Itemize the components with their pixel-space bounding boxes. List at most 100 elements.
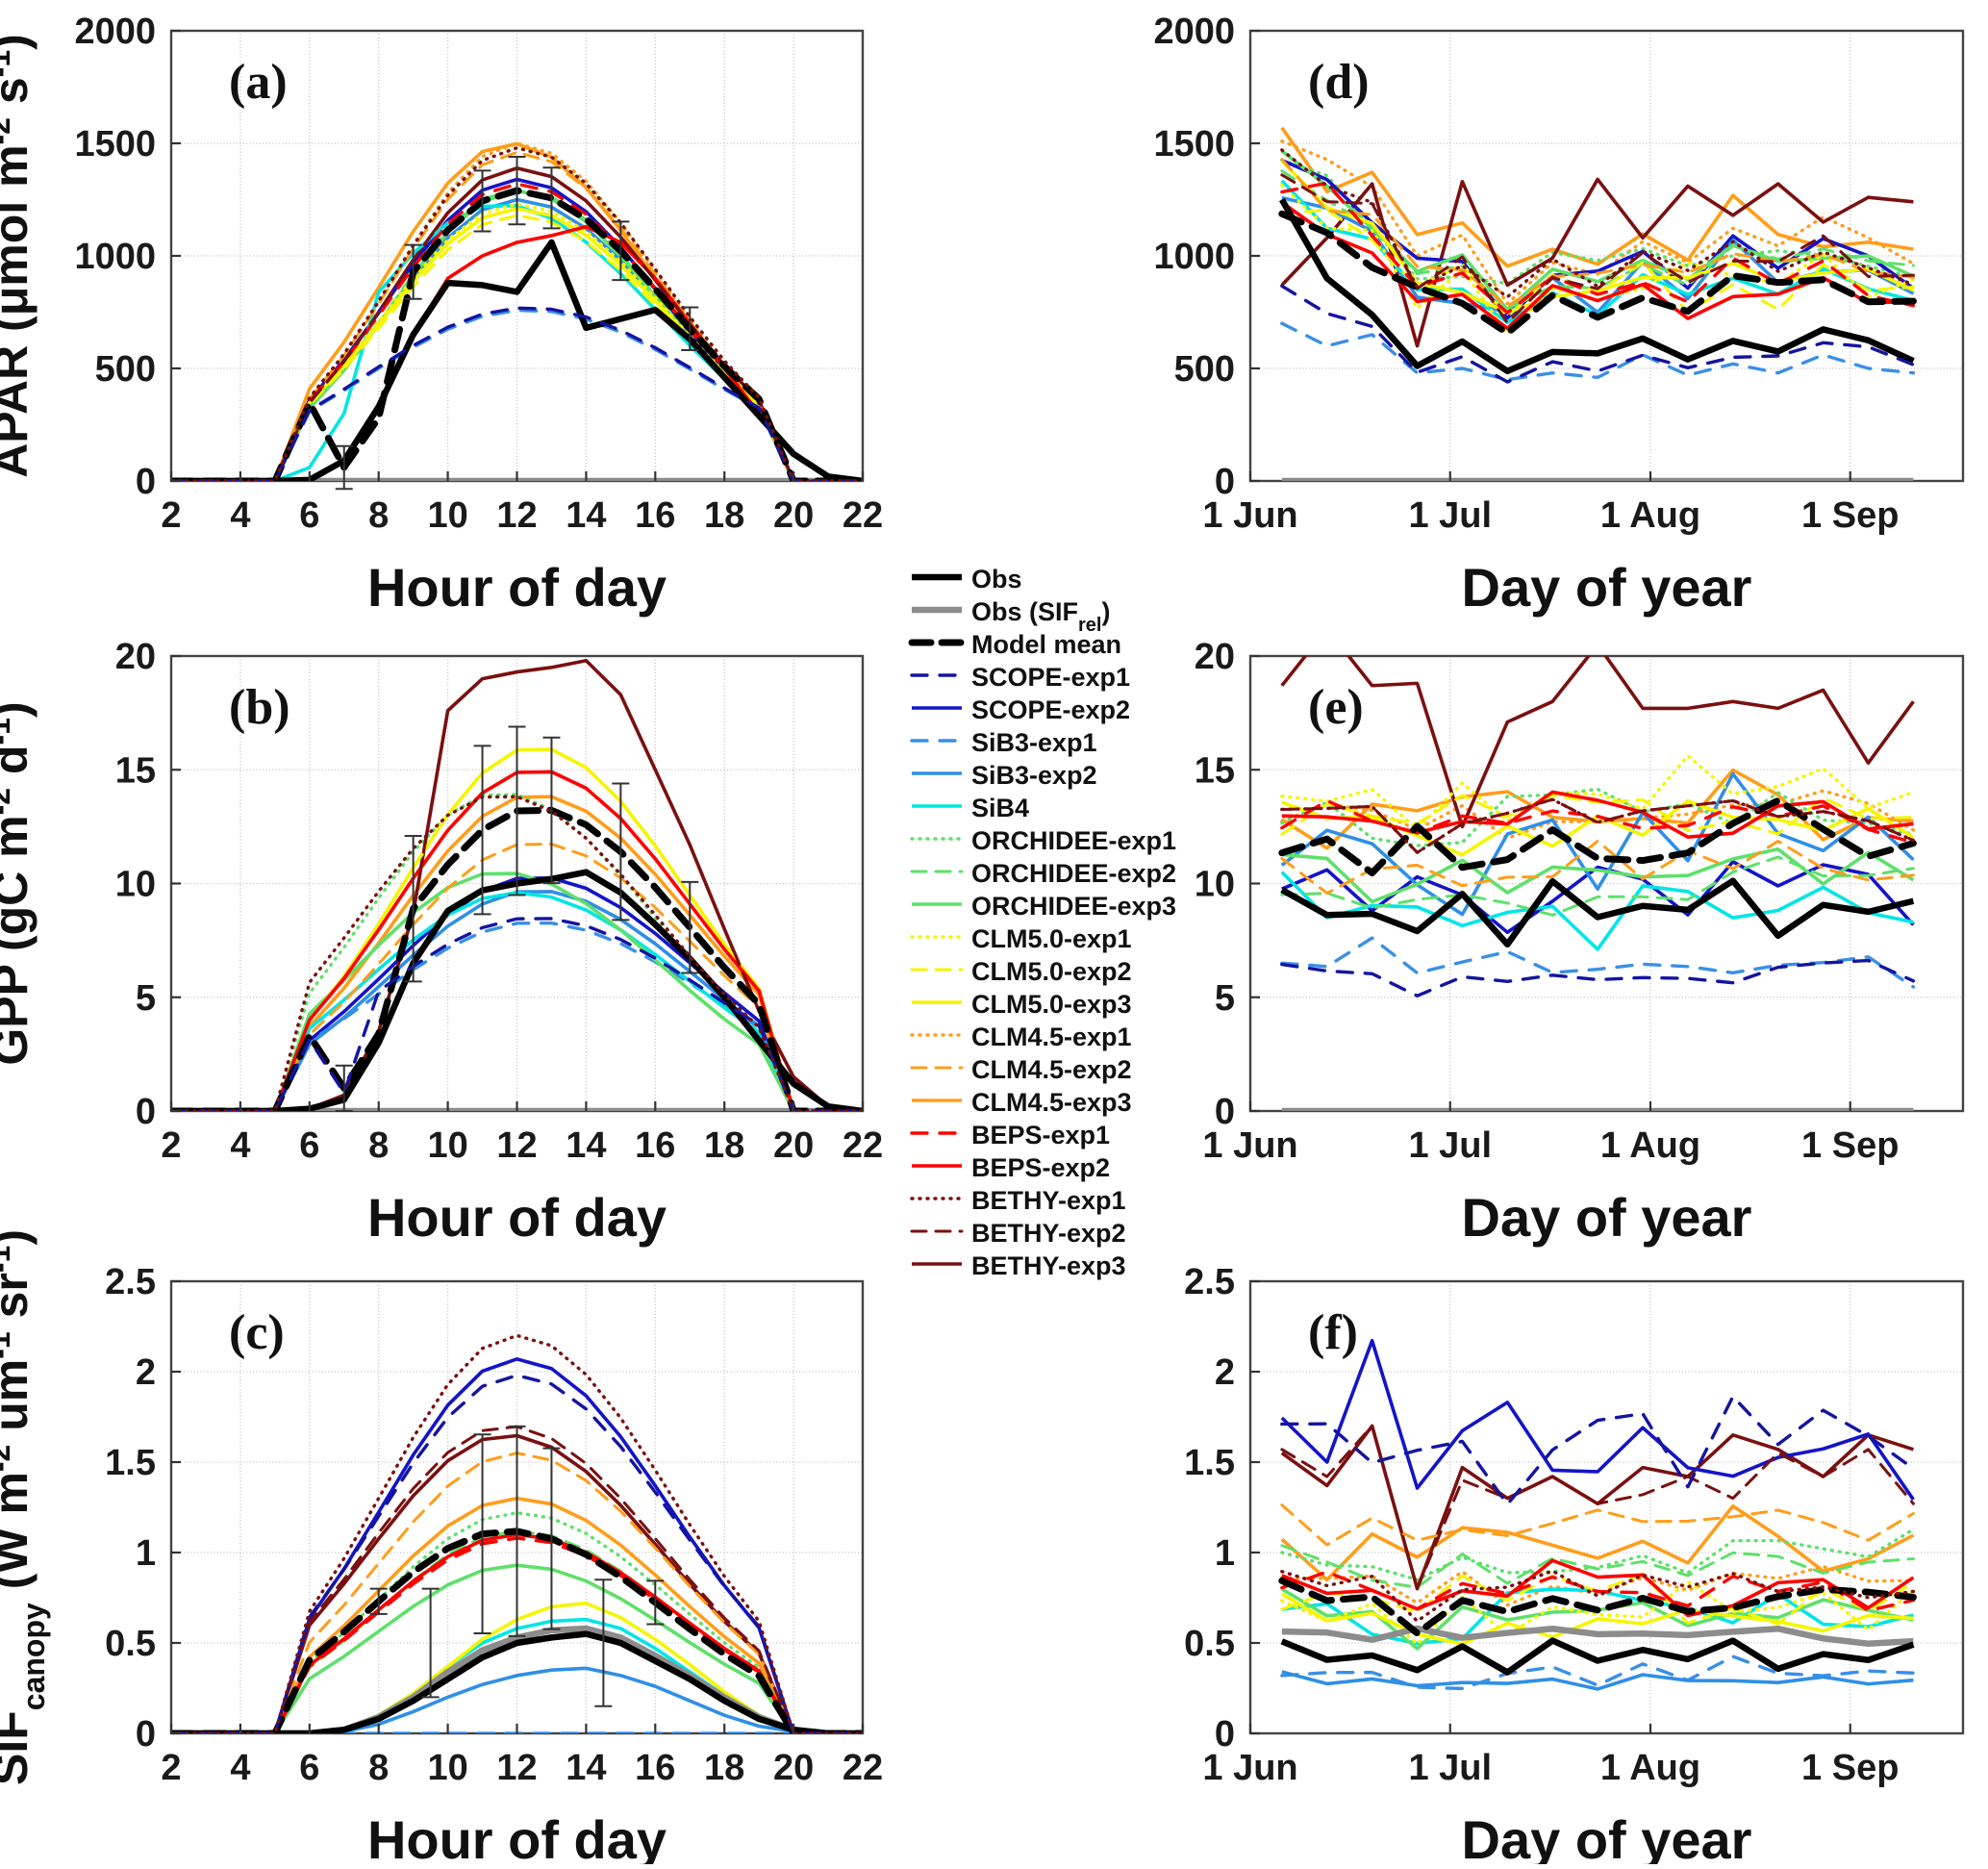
svg-text:2000: 2000 [1153, 12, 1235, 52]
svg-text:20: 20 [773, 495, 814, 536]
svg-text:BETHY-exp2: BETHY-exp2 [971, 1219, 1126, 1248]
svg-text:1 Sep: 1 Sep [1801, 1748, 1899, 1788]
svg-text:6: 6 [299, 1125, 319, 1166]
svg-text:ORCHIDEE-exp3: ORCHIDEE-exp3 [971, 892, 1176, 921]
svg-text:10: 10 [427, 1125, 467, 1166]
svg-text:2: 2 [136, 1352, 156, 1393]
svg-text:1 Jul: 1 Jul [1408, 1125, 1492, 1166]
svg-text:0: 0 [136, 1714, 156, 1755]
svg-text:CLM4.5-exp2: CLM4.5-exp2 [971, 1055, 1132, 1084]
svg-text:2000: 2000 [74, 12, 156, 52]
svg-text:10: 10 [1195, 865, 1235, 905]
svg-text:500: 500 [1174, 349, 1235, 390]
svg-text:12: 12 [496, 495, 537, 536]
svg-text:22: 22 [843, 1748, 883, 1788]
svg-text:14: 14 [566, 495, 606, 536]
svg-text:1 Jul: 1 Jul [1408, 1748, 1492, 1788]
svg-text:1 Aug: 1 Aug [1600, 1748, 1700, 1788]
svg-text:10: 10 [115, 865, 156, 905]
svg-text:Day of year: Day of year [1462, 1187, 1752, 1248]
svg-text:0: 0 [1215, 1092, 1235, 1132]
svg-text:4: 4 [230, 1748, 250, 1788]
svg-text:8: 8 [368, 1748, 389, 1788]
svg-text:CLM5.0-exp1: CLM5.0-exp1 [971, 924, 1132, 953]
svg-text:8: 8 [368, 495, 389, 536]
svg-text:8: 8 [368, 1125, 389, 1166]
svg-text:Obs: Obs [971, 565, 1022, 594]
svg-text:0: 0 [136, 1092, 156, 1132]
svg-text:4: 4 [230, 495, 250, 536]
svg-text:1 Jul: 1 Jul [1408, 495, 1492, 536]
svg-text:2: 2 [161, 495, 181, 536]
svg-text:14: 14 [566, 1125, 606, 1166]
svg-text:CLM5.0-exp3: CLM5.0-exp3 [971, 990, 1132, 1019]
svg-text:2.5: 2.5 [1184, 1262, 1235, 1302]
svg-text:ORCHIDEE-exp1: ORCHIDEE-exp1 [971, 826, 1176, 855]
svg-text:1 Sep: 1 Sep [1801, 495, 1899, 536]
svg-text:20: 20 [1195, 637, 1235, 677]
svg-text:1 Sep: 1 Sep [1801, 1125, 1899, 1166]
svg-text:2: 2 [161, 1125, 181, 1166]
svg-text:BEPS-exp2: BEPS-exp2 [971, 1153, 1110, 1182]
svg-text:20: 20 [773, 1748, 814, 1788]
svg-text:4: 4 [230, 1125, 250, 1166]
svg-text:CLM5.0-exp2: CLM5.0-exp2 [971, 957, 1132, 986]
svg-text:2.5: 2.5 [105, 1262, 156, 1302]
svg-text:14: 14 [566, 1748, 606, 1788]
svg-text:0: 0 [1215, 1714, 1235, 1755]
svg-text:10: 10 [427, 1748, 467, 1788]
svg-text:(f): (f) [1308, 1305, 1358, 1360]
svg-text:20: 20 [115, 637, 156, 677]
svg-text:SiB3-exp2: SiB3-exp2 [971, 761, 1097, 790]
svg-text:18: 18 [704, 495, 744, 536]
svg-text:5: 5 [136, 978, 156, 1019]
svg-text:SCOPE-exp1: SCOPE-exp1 [971, 663, 1130, 692]
svg-text:1 Aug: 1 Aug [1600, 1125, 1700, 1166]
svg-text:GPP (gC m-2 d-1): GPP (gC m-2 d-1) [0, 701, 38, 1065]
svg-text:BETHY-exp1: BETHY-exp1 [971, 1186, 1126, 1215]
svg-text:1.5: 1.5 [105, 1443, 156, 1483]
svg-text:Day of year: Day of year [1462, 1809, 1752, 1864]
svg-text:5: 5 [1215, 978, 1235, 1019]
svg-text:22: 22 [843, 495, 883, 536]
svg-text:Model mean: Model mean [971, 630, 1121, 659]
svg-text:Hour of day: Hour of day [367, 557, 667, 618]
svg-text:15: 15 [115, 750, 156, 791]
svg-text:1: 1 [1215, 1533, 1235, 1574]
svg-text:10: 10 [427, 495, 467, 536]
svg-text:16: 16 [635, 1125, 675, 1166]
svg-text:0: 0 [1215, 462, 1235, 502]
svg-text:Hour of day: Hour of day [367, 1187, 667, 1248]
svg-text:SCOPE-exp2: SCOPE-exp2 [971, 695, 1130, 724]
svg-text:16: 16 [635, 495, 675, 536]
svg-text:0.5: 0.5 [105, 1624, 156, 1664]
svg-text:CLM4.5-exp3: CLM4.5-exp3 [971, 1088, 1132, 1117]
svg-text:(d): (d) [1308, 55, 1370, 110]
svg-text:Hour of day: Hour of day [367, 1809, 667, 1864]
svg-text:2: 2 [161, 1748, 181, 1788]
svg-text:1500: 1500 [1153, 124, 1235, 164]
svg-text:1500: 1500 [74, 124, 156, 164]
svg-text:0: 0 [136, 462, 156, 502]
svg-text:15: 15 [1195, 750, 1235, 791]
svg-text:1.5: 1.5 [1184, 1443, 1235, 1483]
svg-text:16: 16 [635, 1748, 675, 1788]
svg-text:20: 20 [773, 1125, 814, 1166]
svg-text:Day of year: Day of year [1462, 557, 1752, 618]
svg-text:BEPS-exp1: BEPS-exp1 [971, 1121, 1110, 1149]
svg-text:SiB4: SiB4 [971, 794, 1029, 822]
svg-text:6: 6 [299, 1748, 319, 1788]
svg-text:0.5: 0.5 [1184, 1624, 1235, 1664]
svg-text:BETHY-exp3: BETHY-exp3 [971, 1251, 1126, 1280]
svg-text:SiB3-exp1: SiB3-exp1 [971, 728, 1097, 757]
svg-text:22: 22 [843, 1125, 883, 1166]
svg-text:2: 2 [1215, 1352, 1235, 1393]
svg-text:(b): (b) [229, 680, 290, 735]
svg-text:1: 1 [136, 1533, 156, 1574]
svg-text:1000: 1000 [74, 237, 156, 277]
svg-text:12: 12 [496, 1748, 537, 1788]
svg-text:APAR (μmol m-2 s-1): APAR (μmol m-2 s-1) [0, 34, 38, 478]
svg-text:6: 6 [299, 495, 319, 536]
svg-text:1000: 1000 [1153, 237, 1235, 277]
svg-text:(c): (c) [229, 1305, 285, 1360]
